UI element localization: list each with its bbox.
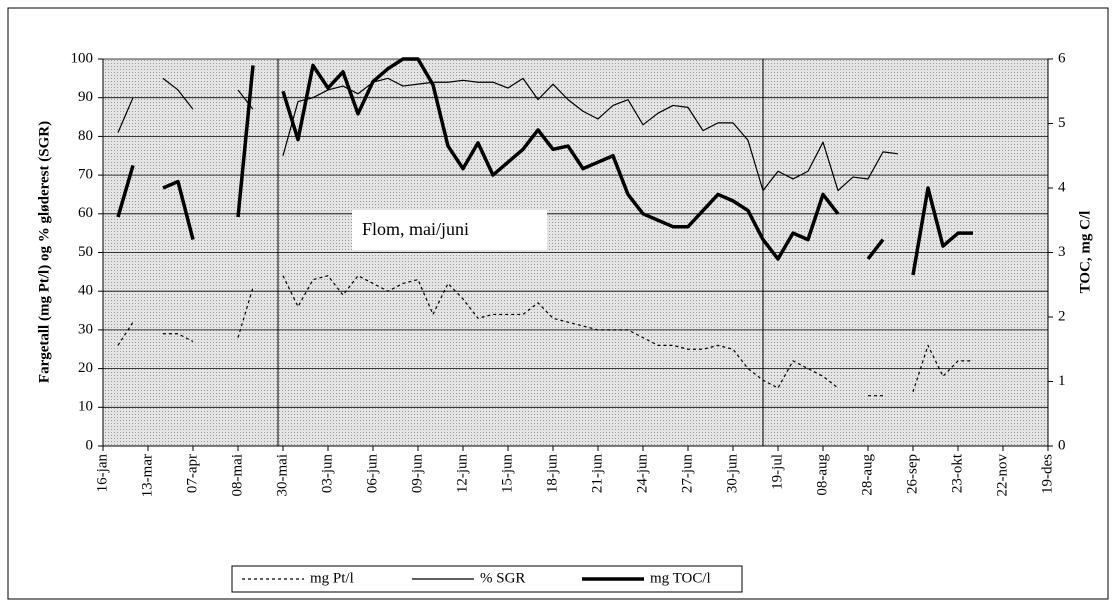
annotation-box bbox=[352, 210, 547, 250]
y-tick-label: 100 bbox=[71, 50, 94, 66]
y2-tick-label: 0 bbox=[1058, 437, 1066, 453]
series-line bbox=[117, 275, 973, 397]
y2-tick-label: 1 bbox=[1058, 373, 1066, 389]
y-axis-title: Fargetall (mg Pt/l) og % gløderest (SGR) bbox=[36, 121, 52, 383]
x-tick-label: 30-mai bbox=[274, 454, 290, 497]
y-tick-label: 90 bbox=[78, 89, 93, 105]
x-tick-label: 21-jun bbox=[589, 454, 605, 494]
x-tick-label: 08-mai bbox=[229, 454, 245, 497]
x-tick-label: 22-nov bbox=[994, 454, 1010, 497]
y2-tick-label: 3 bbox=[1058, 244, 1066, 260]
annotation: Flom, mai/juni bbox=[362, 219, 469, 239]
y-tick-label: 80 bbox=[78, 128, 93, 144]
y-tick-label: 10 bbox=[78, 399, 93, 415]
y-tick-label: 50 bbox=[78, 244, 93, 260]
y-tick-label: 0 bbox=[86, 437, 94, 453]
y-tick-label: 30 bbox=[78, 321, 93, 337]
x-tick-label: 12-jun bbox=[454, 454, 470, 494]
y-tick-label: 40 bbox=[78, 283, 93, 299]
x-tick-label: 16-jan bbox=[94, 454, 110, 493]
x-tick-label: 07-apr bbox=[184, 454, 200, 493]
x-tick-label: 15-jun bbox=[499, 454, 515, 494]
x-tick-label: 27-jun bbox=[679, 454, 695, 494]
y-tick-label: 20 bbox=[78, 360, 93, 376]
x-tick-label: 26-sep bbox=[904, 454, 920, 494]
legend-box bbox=[231, 565, 743, 593]
y2-tick-label: 4 bbox=[1058, 179, 1066, 195]
y2-tick-label: 5 bbox=[1058, 115, 1066, 131]
x-tick-label: 28-aug bbox=[859, 454, 875, 496]
y-tick-label: 70 bbox=[78, 167, 93, 183]
y2-axis-title: TOC, mg C/l bbox=[1077, 211, 1093, 294]
legend-label: mg TOC/l bbox=[650, 570, 711, 586]
y-tick-label: 60 bbox=[78, 205, 93, 221]
y2-tick-label: 2 bbox=[1058, 308, 1066, 324]
legend-label: mg Pt/l bbox=[310, 570, 354, 586]
x-tick-label: 08-aug bbox=[814, 454, 830, 496]
y2-tick-label: 6 bbox=[1058, 50, 1066, 66]
series-line bbox=[117, 77, 899, 192]
x-tick-label: 24-jun bbox=[634, 454, 650, 494]
x-tick-label: 19-jul bbox=[769, 454, 785, 490]
x-tick-label: 06-jun bbox=[364, 454, 380, 494]
x-tick-label: 30-jun bbox=[724, 454, 740, 494]
x-tick-label: 23-okt bbox=[949, 453, 965, 493]
x-tick-label: 09-jun bbox=[409, 454, 425, 494]
x-tick-label: 13-mar bbox=[139, 454, 155, 497]
legend-label: % SGR bbox=[480, 570, 525, 586]
x-tick-label: 18-jun bbox=[544, 454, 560, 494]
x-tick-label: 03-jun bbox=[319, 454, 335, 494]
series-line bbox=[116, 57, 973, 276]
x-tick-label: 19-des bbox=[1039, 454, 1055, 494]
